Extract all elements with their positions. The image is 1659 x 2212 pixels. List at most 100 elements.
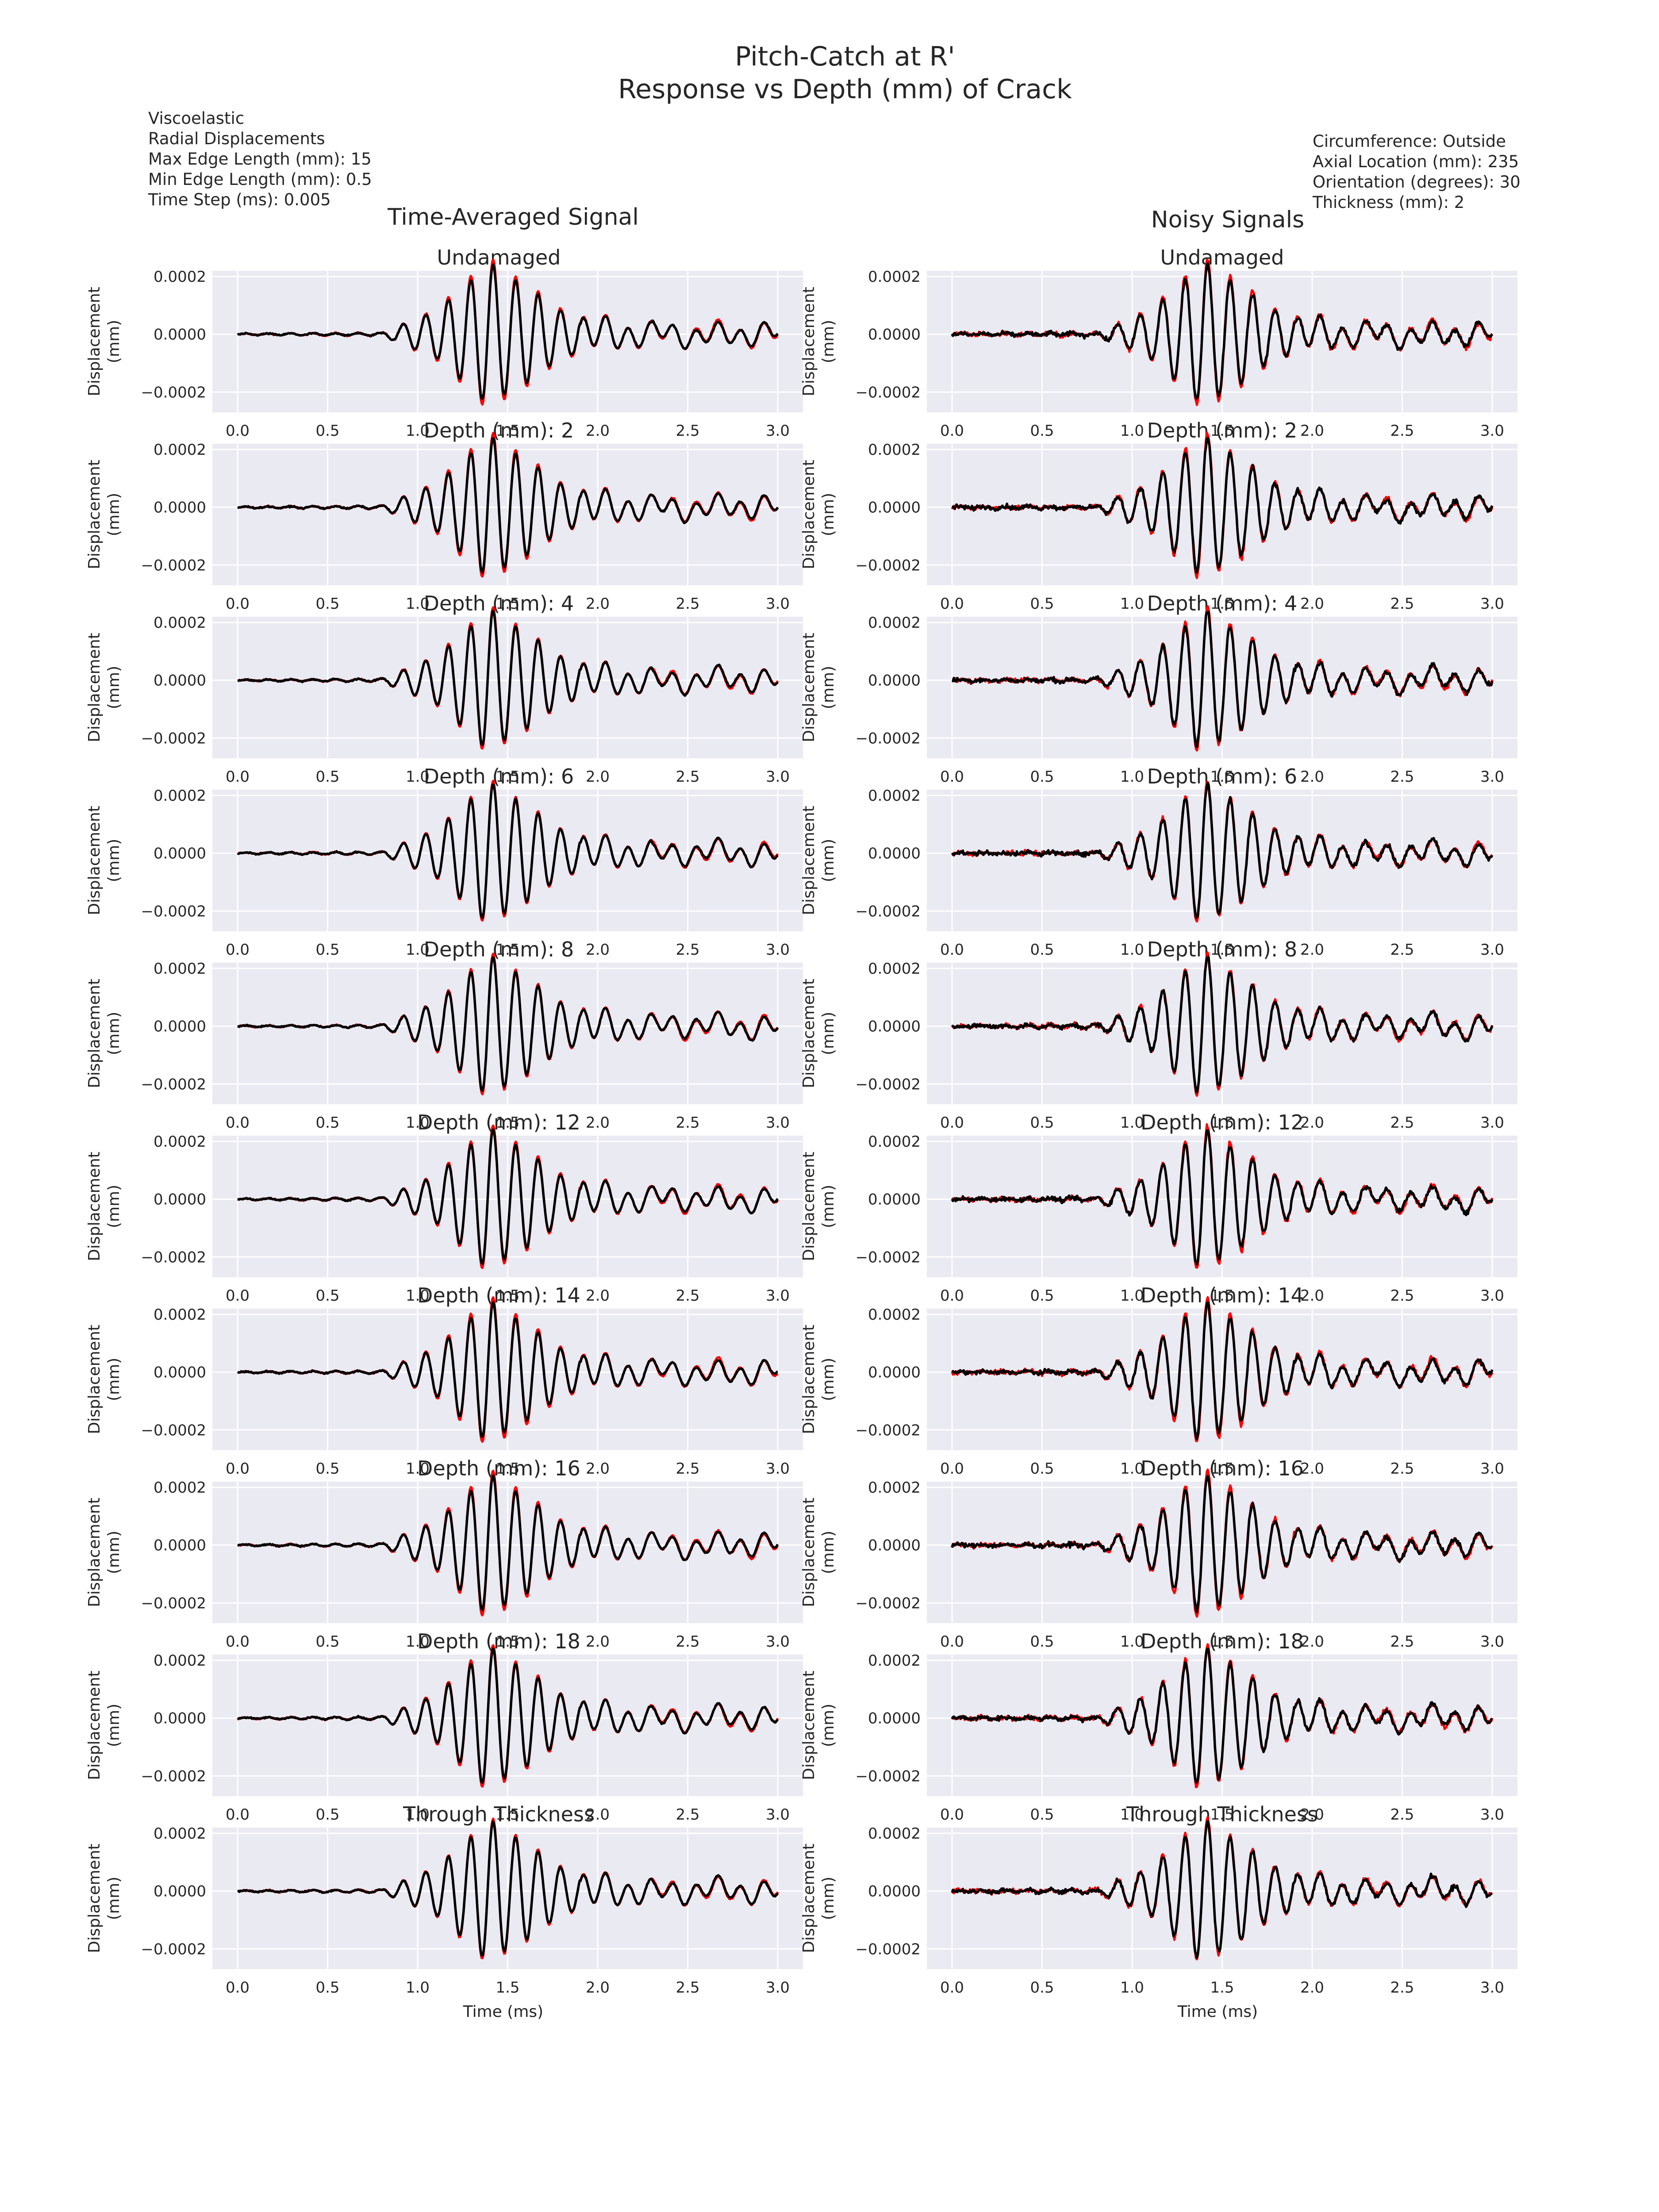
y-axis-label-line: Displacement xyxy=(85,1325,104,1434)
x-tick-label: 0.0 xyxy=(226,1287,250,1305)
x-axis-label: Time (ms) xyxy=(1177,2003,1258,2021)
x-tick-label: 0.0 xyxy=(226,768,250,786)
x-tick-label: 1.5 xyxy=(495,1806,519,1824)
y-axis-label-line: Displacement xyxy=(800,1498,818,1607)
y-axis-label-line: Displacement xyxy=(85,1671,104,1780)
x-tick-label: 1.0 xyxy=(406,422,430,440)
y-axis-label: Displacement(mm) xyxy=(800,287,837,396)
info-right-line: Circumference: Outside xyxy=(1313,132,1506,151)
x-tick-label: 3.0 xyxy=(1480,422,1504,440)
subplot: 0.0002 0.0000 −0.0002 0.0 0.5 1.0 1.5 2.0 2.5 3.0… xyxy=(800,419,1517,613)
y-tick-label: 0.0002 xyxy=(154,960,206,978)
y-axis-label-line: (mm) xyxy=(105,1877,123,1920)
x-tick-label: 2.5 xyxy=(676,1806,699,1824)
figure-title-line1: Pitch-Catch at R' xyxy=(735,41,955,72)
x-tick-label: 1.0 xyxy=(1120,1633,1144,1651)
y-axis-label: Displacement(mm) xyxy=(85,1152,123,1261)
y-axis-label-line: (mm) xyxy=(105,1185,123,1228)
y-tick-label: 0.0002 xyxy=(868,1479,921,1497)
y-tick-label: 0.0000 xyxy=(868,672,921,690)
y-tick-label: 0.0002 xyxy=(154,1306,206,1324)
x-tick-label: 2.0 xyxy=(586,1460,610,1478)
x-tick-label: 0.5 xyxy=(1030,1979,1054,1997)
y-axis-label-line: (mm) xyxy=(105,839,123,882)
subplot: 0.0002 0.0000 −0.0002 0.0 0.5 1.0 1.5 2.0 2.5 3.0… xyxy=(85,246,803,440)
x-tick-label: 2.5 xyxy=(676,941,699,959)
subplot: 0.0002 0.0000 −0.0002 0.0 0.5 1.0 1.5 2.0 2.5 3.0… xyxy=(85,764,803,959)
y-tick-label: −0.0002 xyxy=(141,730,206,747)
y-axis-label-line: (mm) xyxy=(819,1185,837,1228)
y-tick-label: −0.0002 xyxy=(141,1767,206,1785)
y-axis-label-line: Displacement xyxy=(800,806,818,915)
y-axis-label-line: (mm) xyxy=(819,320,837,363)
x-tick-label: 0.0 xyxy=(226,1633,250,1651)
y-tick-label: 0.0000 xyxy=(154,672,206,690)
x-tick-label: 2.0 xyxy=(586,1114,610,1132)
x-tick-label: 1.0 xyxy=(1120,1806,1144,1824)
y-tick-label: −0.0002 xyxy=(856,1421,921,1439)
x-tick-label: 2.0 xyxy=(1300,595,1324,613)
subplot: 0.0002 0.0000 −0.0002 0.0 0.5 1.0 1.5 2.0 2.5 3.0… xyxy=(800,1110,1517,1305)
y-tick-label: −0.0002 xyxy=(141,902,206,920)
x-tick-label: 0.5 xyxy=(315,422,339,440)
y-axis-label-line: Displacement xyxy=(800,1325,818,1434)
y-tick-label: 0.0002 xyxy=(154,1133,206,1151)
series-line-black xyxy=(951,1820,1493,1959)
info-right-line: Thickness (mm): 2 xyxy=(1312,193,1464,212)
x-tick-label: 0.0 xyxy=(940,422,964,440)
x-tick-label: 0.5 xyxy=(315,1633,339,1651)
y-tick-label: 0.0002 xyxy=(868,960,921,978)
y-tick-label: 0.0002 xyxy=(154,1652,206,1670)
y-axis-label: Displacement(mm) xyxy=(85,633,123,742)
x-tick-label: 1.5 xyxy=(1210,768,1234,786)
x-tick-label: 3.0 xyxy=(1480,1287,1504,1305)
y-tick-label: −0.0002 xyxy=(856,557,921,574)
y-tick-label: −0.0002 xyxy=(141,1940,206,1958)
x-tick-label: 3.0 xyxy=(766,1114,790,1132)
y-axis-label-line: Displacement xyxy=(800,287,818,396)
x-tick-label: 0.5 xyxy=(315,1979,339,1997)
x-tick-label: 0.0 xyxy=(940,1979,964,1997)
x-tick-label: 0.0 xyxy=(226,422,250,440)
y-axis-label: Displacement(mm) xyxy=(800,1325,837,1434)
y-tick-label: 0.0000 xyxy=(868,1883,921,1901)
panel-title: Through Thickness xyxy=(403,1802,595,1826)
y-tick-label: 0.0000 xyxy=(868,1537,921,1555)
x-tick-label: 2.0 xyxy=(586,1633,610,1651)
y-axis-label: Displacement(mm) xyxy=(85,1843,123,1953)
series-line-black xyxy=(237,1474,779,1612)
subplot: 0.0002 0.0000 −0.0002 0.0 0.5 1.0 1.5 2.0 2.5 3.0… xyxy=(85,1456,803,1651)
x-tick-label: 2.5 xyxy=(1390,595,1414,613)
x-tick-label: 1.0 xyxy=(406,1806,430,1824)
y-tick-label: 0.0002 xyxy=(154,441,206,459)
x-tick-label: 2.0 xyxy=(1300,768,1324,786)
x-tick-label: 2.5 xyxy=(676,422,699,440)
x-tick-label: 3.0 xyxy=(1480,595,1504,613)
x-tick-label: 3.0 xyxy=(766,1633,790,1651)
y-axis-label-line: Displacement xyxy=(85,979,104,1088)
y-axis-label: Displacement(mm) xyxy=(85,460,123,569)
y-tick-label: −0.0002 xyxy=(141,1421,206,1439)
y-axis-label: Displacement(mm) xyxy=(800,1498,837,1607)
series-line-black xyxy=(952,437,1494,574)
y-axis-label: Displacement(mm) xyxy=(800,1671,837,1780)
x-tick-label: 1.5 xyxy=(495,1979,519,1997)
subplot: 0.0002 0.0000 −0.0002 0.0 0.5 1.0 1.5 2.0 2.5 3.0… xyxy=(800,591,1517,786)
x-tick-label: 1.0 xyxy=(1120,1114,1144,1132)
y-tick-label: 0.0002 xyxy=(868,268,921,286)
x-tick-label: 2.0 xyxy=(586,1287,610,1305)
panel-title: Depth (mm): 8 xyxy=(1147,937,1298,961)
y-tick-label: 0.0000 xyxy=(868,1191,921,1209)
x-tick-label: 0.5 xyxy=(315,1460,339,1478)
x-tick-label: 3.0 xyxy=(1480,941,1504,959)
x-tick-label: 1.0 xyxy=(406,1114,430,1132)
series-line-black xyxy=(237,263,779,400)
y-axis-label-line: Displacement xyxy=(85,1843,104,1953)
x-tick-label: 2.0 xyxy=(1300,1287,1324,1305)
panel-title: Depth (mm): 6 xyxy=(1147,764,1298,788)
y-tick-label: 0.0000 xyxy=(154,1710,206,1728)
x-tick-label: 2.0 xyxy=(1300,1114,1324,1132)
x-tick-label: 2.0 xyxy=(586,595,610,613)
subplot: 0.0002 0.0000 −0.0002 0.0 0.5 1.0 1.5 2.0 2.5 3.0… xyxy=(85,1283,803,1478)
